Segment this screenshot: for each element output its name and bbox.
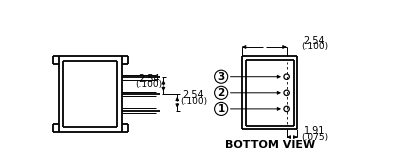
Text: 2.54: 2.54 [183,90,204,100]
Text: 2.54: 2.54 [304,36,325,46]
Text: 1.91: 1.91 [304,126,325,136]
Text: 2: 2 [218,88,225,98]
Text: 3: 3 [218,72,225,82]
Text: (.075): (.075) [301,133,328,142]
Text: (.100): (.100) [301,42,328,51]
Text: BOTTOM VIEW: BOTTOM VIEW [224,140,315,150]
Text: 2.54: 2.54 [138,74,160,84]
Text: (.100): (.100) [180,97,207,106]
Text: (.100): (.100) [135,80,162,89]
Text: 1: 1 [218,104,225,114]
